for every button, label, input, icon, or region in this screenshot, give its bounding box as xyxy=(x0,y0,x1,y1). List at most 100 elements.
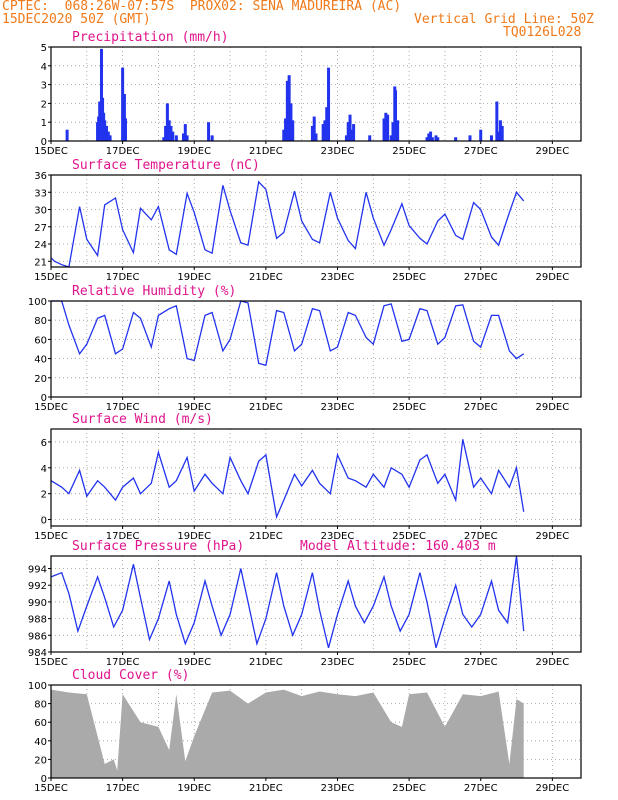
x-tick-label: 23DEC xyxy=(321,531,355,542)
precip-bar xyxy=(185,135,189,141)
y-tick-label: 100 xyxy=(28,681,47,692)
precip-bar xyxy=(323,120,327,141)
x-tick-label: 29DEC xyxy=(535,783,569,794)
x-tick-label: 29DEC xyxy=(535,402,569,413)
precip-bar xyxy=(314,133,318,141)
x-tick-label: 17DEC xyxy=(106,272,140,283)
precip-bar xyxy=(382,118,386,141)
x-tick-label: 25DEC xyxy=(392,402,426,413)
cloud-cover-area xyxy=(51,689,524,778)
panel-frame xyxy=(50,300,582,398)
y-tick-label: 40 xyxy=(34,355,47,366)
y-tick-label: 0 xyxy=(41,393,47,404)
x-tick-label: 17DEC xyxy=(106,657,140,668)
panel-frame xyxy=(50,174,582,268)
panel-title: Relative Humidity (%) xyxy=(72,284,236,299)
x-tick-label: 23DEC xyxy=(321,657,355,668)
precip-bar xyxy=(479,129,483,141)
x-tick-label: 19DEC xyxy=(177,146,211,157)
x-tick-label: 19DEC xyxy=(177,272,211,283)
precip-bar xyxy=(498,120,502,141)
header-run-date: 15DEC2020 50Z (GMT) xyxy=(2,12,151,27)
x-tick-label: 21DEC xyxy=(249,146,283,157)
x-tick-label: 27DEC xyxy=(464,657,498,668)
precip-bar xyxy=(427,133,431,141)
panel-title: Surface Temperature (nC) xyxy=(72,158,260,173)
precip-bar xyxy=(289,103,293,141)
x-tick-label: 29DEC xyxy=(535,272,569,283)
x-tick-label: 27DEC xyxy=(464,402,498,413)
x-tick-label: 29DEC xyxy=(535,657,569,668)
precip-panel: 0 1 2 3 4 5 15DEC 17DEC 19DEC 21DEC 23DEC 25DEC 27DE… xyxy=(34,30,582,157)
y-tick-label: 4 xyxy=(41,464,47,475)
x-tick-label: 15DEC xyxy=(34,531,68,542)
precip-bar xyxy=(207,122,211,141)
y-tick-label: 0 xyxy=(41,516,47,527)
x-tick-label: 25DEC xyxy=(392,146,426,157)
precip-bar xyxy=(497,131,501,141)
x-tick-label: 23DEC xyxy=(321,272,355,283)
y-tick-label: 100 xyxy=(28,297,47,308)
x-tick-label: 19DEC xyxy=(177,531,211,542)
precip-bar xyxy=(500,125,504,141)
x-tick-label: 23DEC xyxy=(321,402,355,413)
y-tick-label: 60 xyxy=(34,718,47,729)
precip-bar xyxy=(429,131,433,141)
precip-bar xyxy=(287,75,291,141)
x-tick-label: 29DEC xyxy=(535,531,569,542)
precip-bar xyxy=(106,131,110,141)
y-tick-label: 3 xyxy=(41,81,47,92)
x-tick-label: 15DEC xyxy=(34,783,68,794)
y-tick-label: 988 xyxy=(28,615,47,626)
x-tick-label: 15DEC xyxy=(34,272,68,283)
precip-bar xyxy=(105,125,109,141)
precip-bar xyxy=(121,67,125,141)
x-tick-label: 23DEC xyxy=(321,783,355,794)
precip-bar xyxy=(384,112,388,141)
temperature-panel: 21 24 27 30 33 36 15DEC 17DEC 19DEC 21DEC 23DEC 25D… xyxy=(34,158,582,283)
x-tick-label: 19DEC xyxy=(177,402,211,413)
x-tick-label: 17DEC xyxy=(106,531,140,542)
x-tick-label: 27DEC xyxy=(464,272,498,283)
panel-frame xyxy=(50,46,582,142)
precip-bar xyxy=(162,137,166,141)
x-tick-label: 19DEC xyxy=(177,783,211,794)
x-tick-label: 25DEC xyxy=(392,531,426,542)
header-model-id: TQ0126L028 xyxy=(503,25,582,40)
y-tick-label: 80 xyxy=(34,700,47,711)
y-tick-label: 30 xyxy=(34,206,47,217)
panel-title: Surface Wind (m/s) xyxy=(72,412,213,427)
precip-bar xyxy=(350,129,354,141)
precip-bar xyxy=(312,116,316,141)
precip-bar xyxy=(282,129,286,141)
y-tick-label: 2 xyxy=(41,99,47,110)
x-tick-label: 27DEC xyxy=(464,531,498,542)
series-line xyxy=(50,439,525,520)
precip-bar xyxy=(174,135,178,141)
precip-bar xyxy=(434,135,438,141)
precip-bar xyxy=(389,135,393,141)
y-tick-label: 6 xyxy=(41,438,47,449)
precip-bar xyxy=(391,122,395,141)
y-tick-label: 2 xyxy=(41,490,47,501)
x-tick-label: 19DEC xyxy=(177,657,211,668)
y-tick-label: 0 xyxy=(41,137,47,148)
y-tick-label: 24 xyxy=(34,240,47,251)
precip-bar xyxy=(284,118,288,141)
x-tick-label: 15DEC xyxy=(34,657,68,668)
x-tick-label: 25DEC xyxy=(392,657,426,668)
panel-annotation: Model Altitude: 160.403 m xyxy=(300,539,496,554)
y-tick-label: 994 xyxy=(28,565,47,576)
precip-bar xyxy=(489,135,493,141)
humidity-panel: 0 20 40 60 80 100 15DEC 17DEC 19DEC 21DEC 23DEC 25D… xyxy=(28,284,582,413)
y-tick-label: 986 xyxy=(28,631,47,642)
precip-bar xyxy=(103,120,107,141)
y-tick-label: 4 xyxy=(41,62,47,73)
cloud-panel: 0 20 40 60 80 100 15DEC 17DEC 19DEC 21DEC 23DEC 25D… xyxy=(28,668,582,794)
precip-bar xyxy=(430,137,434,141)
precip-bar xyxy=(386,114,390,141)
precip-bar xyxy=(425,137,429,141)
x-tick-label: 25DEC xyxy=(392,272,426,283)
precip-bar xyxy=(310,125,314,141)
precip-bar xyxy=(468,135,472,141)
